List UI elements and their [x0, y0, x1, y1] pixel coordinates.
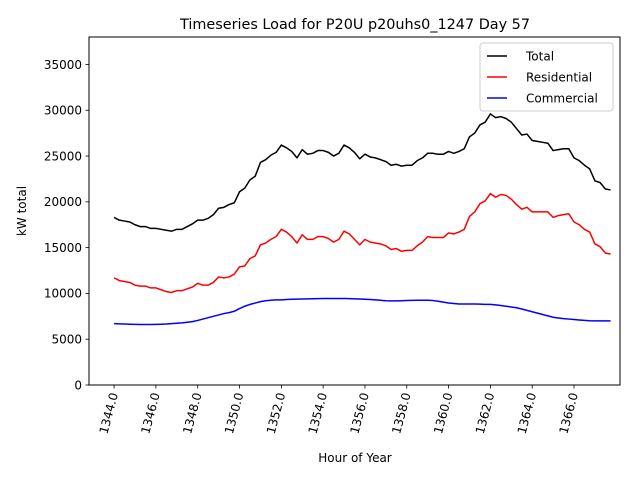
y-tick-label: 20000 — [44, 195, 82, 209]
y-tick-label: 5000 — [51, 333, 82, 347]
y-tick-label: 10000 — [44, 287, 82, 301]
legend-box — [479, 42, 614, 112]
y-axis: 0 5000 10000 15000 20000 25000 30000 35000 — [44, 58, 89, 392]
chart-title: Timeseries Load for P20U p20uhs0_1247 Da… — [179, 17, 530, 33]
y-axis-label: kW total — [15, 186, 29, 236]
legend-label-commercial: Commercial — [526, 91, 598, 105]
legend: Total Residential Commercial — [479, 42, 614, 112]
series-line-residential — [113, 192, 611, 294]
y-tick-label: 30000 — [44, 104, 82, 118]
legend-label-total: Total — [525, 49, 554, 63]
y-tick-label: 15000 — [44, 241, 82, 255]
legend-label-residential: Residential — [526, 70, 592, 84]
y-tick-label: 35000 — [44, 58, 82, 72]
x-axis-label: Hour of Year — [318, 451, 392, 465]
series-layer — [113, 113, 611, 326]
series-line-commercial — [114, 297, 611, 326]
y-tick-label: 0 — [74, 378, 82, 392]
y-tick-label: 25000 — [44, 149, 82, 163]
series-line-total — [113, 113, 611, 232]
